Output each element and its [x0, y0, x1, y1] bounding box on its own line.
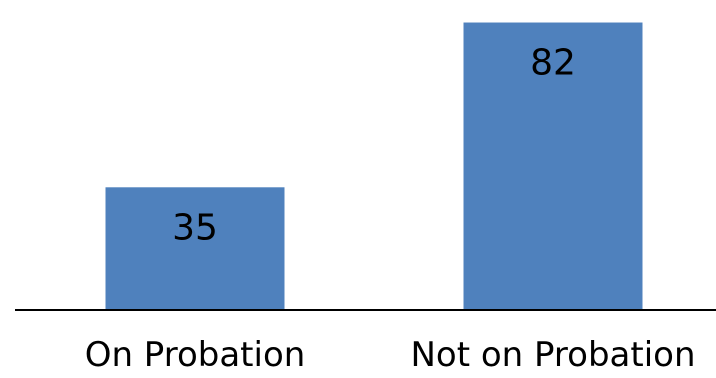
- bar-value-label-0: 35: [172, 207, 218, 248]
- bar-value-label-1: 82: [530, 43, 576, 84]
- category-label-1: Not on Probation: [410, 335, 695, 373]
- value-labels-layer: 35 82: [172, 43, 576, 249]
- category-label-0: On Probation: [85, 335, 306, 373]
- bar-1: [463, 22, 643, 311]
- bar-0: [105, 187, 285, 310]
- category-labels-layer: On Probation Not on Probation: [85, 335, 696, 375]
- bars-layer: [105, 22, 643, 311]
